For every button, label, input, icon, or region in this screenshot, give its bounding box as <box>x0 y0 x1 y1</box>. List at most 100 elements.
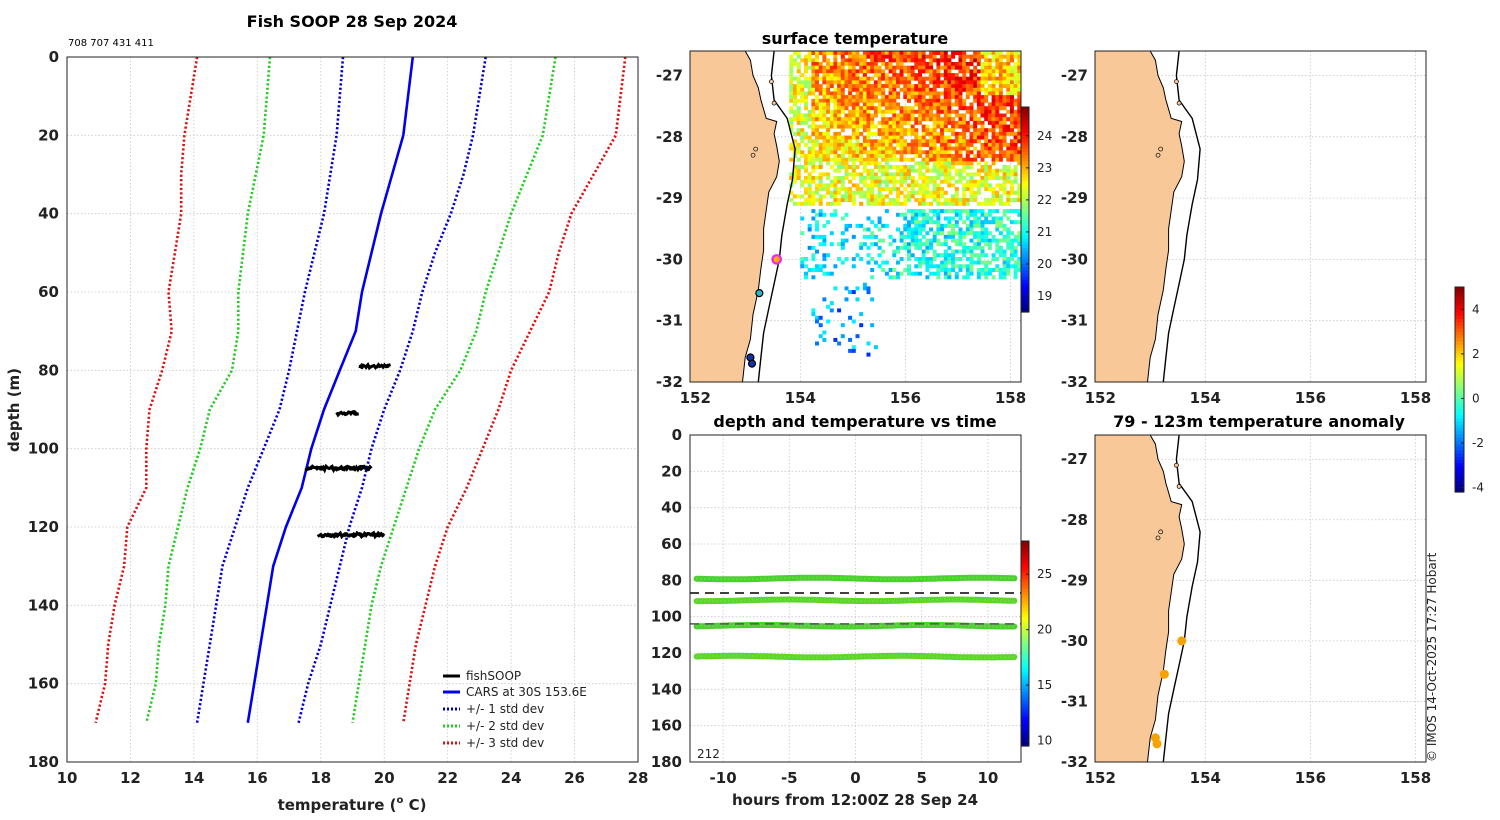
sst-cell <box>862 80 867 85</box>
sst-cell <box>892 139 897 144</box>
sst-cell <box>870 297 875 302</box>
sst-cell <box>800 179 805 184</box>
sst-cell <box>829 190 834 195</box>
sst-cell <box>907 198 911 203</box>
sst-island <box>750 152 756 158</box>
sst-cell <box>958 98 963 103</box>
sst-cell <box>870 176 875 180</box>
sst-cell <box>932 54 937 59</box>
sst-cell <box>826 87 831 92</box>
sst-cell <box>910 216 915 221</box>
sst-cell <box>829 301 834 306</box>
sst-cell <box>844 223 849 228</box>
sst-cell <box>837 120 842 125</box>
sst-cell <box>1013 102 1018 107</box>
sst-cell <box>804 135 808 140</box>
sst-cell <box>940 117 945 122</box>
sst-cell <box>822 150 827 155</box>
anomaly-colorbar-cell <box>1455 475 1464 480</box>
sst-cell <box>925 62 930 66</box>
sst-cell <box>951 198 956 203</box>
sst-cell <box>1010 183 1014 188</box>
sst-cell <box>881 76 886 81</box>
sst-cell <box>873 124 878 129</box>
sst-cell <box>995 51 1000 55</box>
sst-cell <box>881 131 886 136</box>
sst-cell <box>848 165 853 169</box>
sst-cell <box>987 113 992 118</box>
sst-cell <box>969 264 974 269</box>
sst-cell <box>991 76 996 81</box>
sst-cell <box>811 154 816 158</box>
sst-cell <box>848 117 853 122</box>
sst-cell <box>907 245 911 250</box>
sst-cell <box>1006 264 1011 269</box>
sst-cell <box>984 76 989 81</box>
sst-cell <box>995 146 1000 151</box>
sst-cell <box>958 95 963 100</box>
sst-cell <box>840 157 845 162</box>
sst-cell <box>962 198 967 203</box>
sst-cell <box>969 87 974 92</box>
sst-cell <box>951 227 956 232</box>
sst-cell <box>804 168 808 173</box>
sst-cell <box>910 128 915 133</box>
sst-cell <box>866 227 871 232</box>
sst-cell <box>884 51 889 55</box>
sst-cell <box>1002 249 1007 254</box>
sst-cell <box>903 227 908 232</box>
sst-land <box>690 51 780 382</box>
sst-cell <box>811 128 816 133</box>
sst-cell <box>881 120 886 125</box>
timeseries-title: depth and temperature vs time <box>713 412 996 431</box>
sst-cell <box>815 73 819 78</box>
sst-cell <box>815 62 819 66</box>
sst-cell <box>796 117 801 122</box>
sst-cell <box>914 234 919 239</box>
sst-cell <box>980 87 985 92</box>
sst-cell <box>866 102 871 107</box>
map-top-right-xtick: 158 <box>1400 389 1431 407</box>
sst-station-marker <box>747 359 757 368</box>
sst-cell <box>855 76 860 81</box>
sst-cell <box>804 102 808 107</box>
sst-cell <box>925 87 930 92</box>
sst-cell <box>921 257 926 261</box>
anomaly-colorbar-tick: 4 <box>1472 302 1480 316</box>
sst-cell <box>940 165 945 169</box>
sst-cell <box>921 51 926 55</box>
sst-cell <box>984 128 989 133</box>
sst-cell <box>998 168 1003 173</box>
sst-cell <box>873 54 878 59</box>
sst-cell <box>818 194 823 199</box>
sst-cell <box>829 231 834 236</box>
anomaly-ytick: -28 <box>1061 511 1088 529</box>
sst-cell <box>973 128 978 133</box>
sst-cell <box>829 65 834 70</box>
sst-cell <box>984 231 989 236</box>
sst-cell <box>833 179 838 184</box>
sst-cell <box>940 168 945 173</box>
sst-colorbar-cell <box>1021 254 1029 259</box>
sst-cell <box>829 146 834 151</box>
sst-cell <box>951 260 956 265</box>
sst-cell <box>951 154 956 158</box>
sst-cell <box>855 183 860 188</box>
sst-cell <box>818 179 823 184</box>
sst-cell <box>998 142 1003 147</box>
legend-sd3: +/- 3 std dev <box>466 736 544 750</box>
sst-cell <box>936 84 941 89</box>
sst-cell <box>888 157 893 162</box>
sst-cell <box>914 245 919 250</box>
sst-cell <box>918 168 922 173</box>
sst-cell <box>1010 84 1014 89</box>
sst-cell <box>976 106 981 111</box>
sst-cell <box>815 187 819 192</box>
sst-cell <box>987 106 992 111</box>
sst-cell <box>918 238 922 243</box>
sst-cell <box>907 165 911 169</box>
sst-cell <box>984 268 989 272</box>
sst-cell <box>947 106 952 111</box>
sst-cell <box>896 80 900 85</box>
sst-cell <box>859 54 864 59</box>
